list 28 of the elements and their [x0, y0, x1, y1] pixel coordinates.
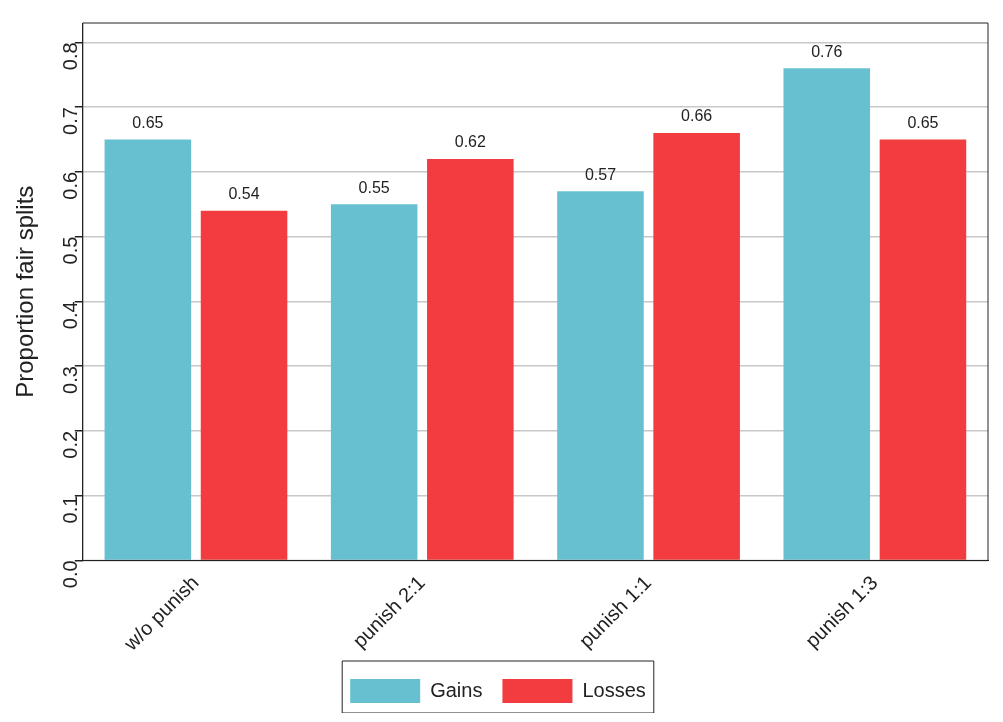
- legend-label: Gains: [430, 678, 483, 701]
- bar: [653, 133, 740, 560]
- bar: [330, 204, 418, 560]
- legend-label: Losses: [582, 678, 646, 701]
- text: 0.6: [59, 171, 82, 200]
- y-axis-title: Proportion fair splits: [11, 185, 39, 398]
- bar: [200, 210, 288, 560]
- data-label: 0.57: [584, 165, 617, 183]
- data-label: 0.76: [811, 42, 843, 60]
- text: 0.3: [59, 366, 82, 394]
- bar: [783, 68, 871, 560]
- data-label: 0.55: [358, 178, 390, 196]
- data-label: 0.66: [681, 107, 713, 125]
- text: 0.4: [59, 301, 82, 330]
- text: 0.0: [59, 560, 82, 589]
- text: 0.5: [59, 236, 82, 265]
- data-label: 0.54: [228, 185, 260, 203]
- data-label: 0.65: [132, 113, 164, 131]
- text: 0.1: [59, 495, 82, 524]
- bar: [427, 158, 514, 560]
- bar: [879, 139, 967, 560]
- text: 0.8: [59, 42, 82, 71]
- text: 0.2: [59, 430, 82, 459]
- bar: [557, 191, 644, 560]
- text: 0.7: [59, 107, 82, 135]
- data-label: 0.65: [907, 113, 939, 131]
- bar: [104, 139, 192, 560]
- data-label: 0.62: [454, 133, 487, 151]
